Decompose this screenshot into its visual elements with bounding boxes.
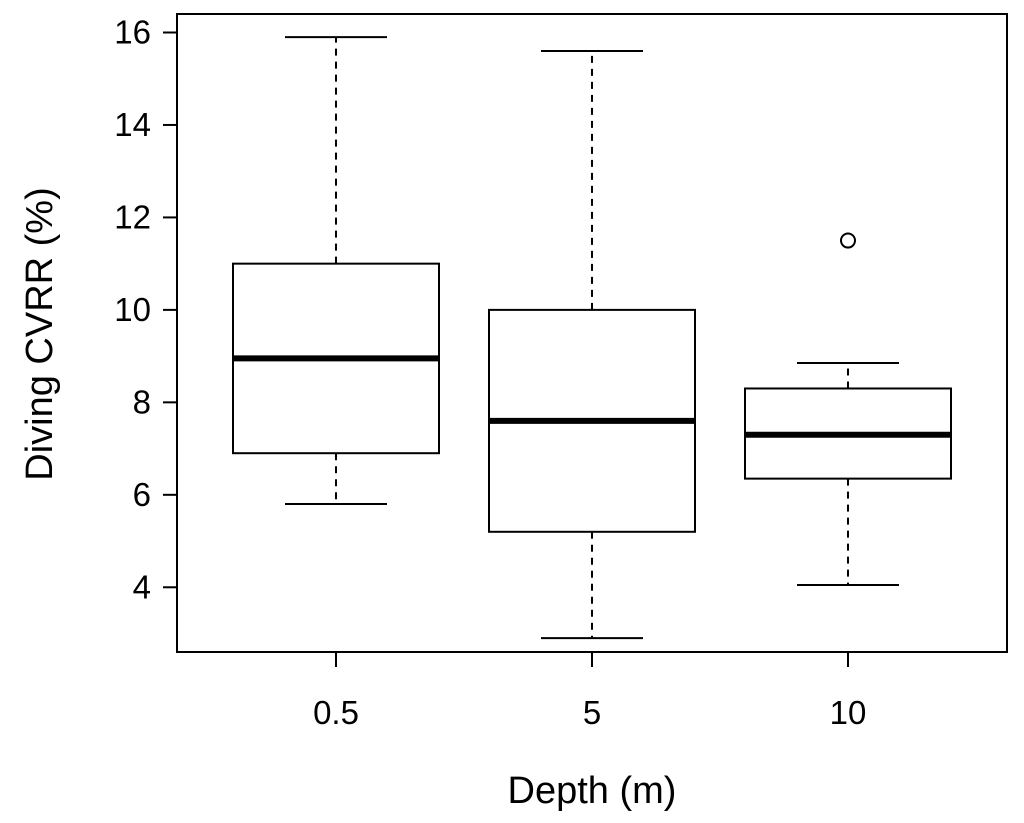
y-tick-label-6: 6 [133, 476, 151, 513]
box-group [232, 36, 952, 640]
x-tick-label-10: 10 [830, 694, 867, 731]
box-10 [744, 232, 952, 586]
box-5 [488, 49, 696, 640]
y-tick-label-14: 14 [114, 106, 151, 143]
y-axis: 4 6 8 10 12 14 16 [114, 13, 177, 605]
x-axis-title: Depth (m) [508, 770, 677, 812]
box-0.5 [232, 36, 440, 506]
y-tick-label-12: 12 [114, 198, 151, 235]
y-tick-label-4: 4 [133, 568, 151, 605]
y-axis-title: Diving CVRR (%) [19, 187, 61, 480]
y-tick-label-8: 8 [133, 383, 151, 420]
y-tick-label-10: 10 [114, 291, 151, 328]
x-tick-label-5: 5 [583, 694, 601, 731]
x-tick-label-0.5: 0.5 [313, 694, 359, 731]
outlier-point-10-0 [840, 232, 856, 249]
x-axis: 0.5 5 10 [313, 652, 866, 731]
y-tick-label-16: 16 [114, 13, 151, 50]
